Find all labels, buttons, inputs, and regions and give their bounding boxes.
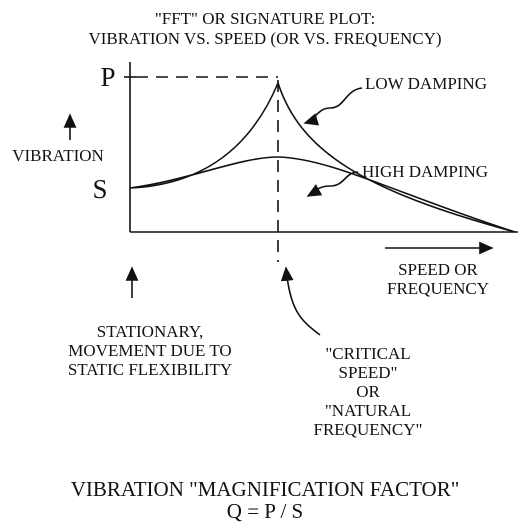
title: "FFT" OR SIGNATURE PLOT:	[155, 9, 375, 28]
curve-label: LOW DAMPING	[365, 74, 487, 93]
arrow	[280, 266, 321, 336]
annotation: "CRITICAL	[325, 344, 410, 363]
axis-label: VIBRATION	[12, 146, 104, 165]
axis-label: P	[100, 62, 115, 92]
low-damping-curve	[129, 80, 516, 233]
axis-label: S	[92, 174, 107, 204]
footer: Q = P / S	[227, 499, 303, 523]
leader	[306, 171, 359, 197]
footer: VIBRATION "MAGNIFICATION FACTOR"	[71, 477, 460, 501]
leader	[303, 87, 363, 126]
axis-label: FREQUENCY	[387, 279, 489, 298]
curve-label: HIGH DAMPING	[362, 162, 488, 181]
annotation: SPEED"	[339, 363, 398, 382]
annotation: STATIC FLEXIBILITY	[68, 360, 232, 379]
axis-label: SPEED OR	[398, 260, 478, 279]
title: VIBRATION VS. SPEED (OR VS. FREQUENCY)	[88, 29, 441, 48]
annotation: STATIONARY,	[97, 322, 203, 341]
annotation: MOVEMENT DUE TO	[68, 341, 231, 360]
annotation: FREQUENCY"	[314, 420, 423, 439]
high-damping-curve	[129, 156, 516, 233]
annotation: "NATURAL	[325, 401, 411, 420]
annotation: OR	[356, 382, 380, 401]
